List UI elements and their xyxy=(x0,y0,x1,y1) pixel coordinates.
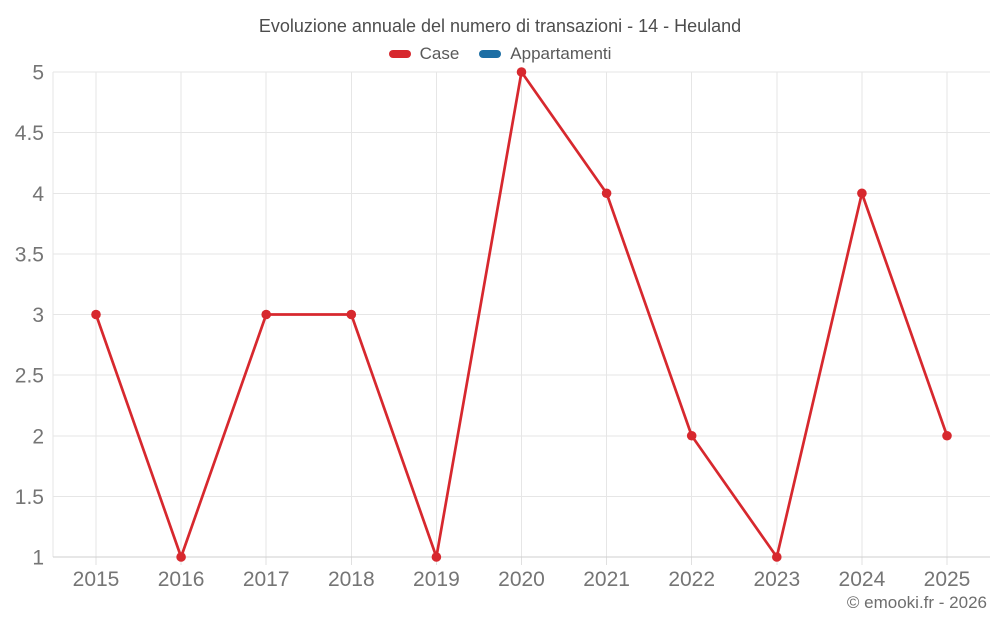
x-tick-label: 2024 xyxy=(839,568,886,591)
x-tick-label: 2017 xyxy=(243,568,290,591)
legend-label-appartamenti: Appartamenti xyxy=(510,44,612,63)
x-tick-label: 2021 xyxy=(583,568,630,591)
legend-item-case[interactable]: Case xyxy=(388,44,460,64)
footer-credit: © emooki.fr - 2026 xyxy=(846,593,987,612)
y-tick-label: 4 xyxy=(32,183,44,206)
case-data-point[interactable] xyxy=(601,188,612,199)
x-tick-label: 2018 xyxy=(328,568,375,591)
y-tick-label: 2 xyxy=(32,425,44,448)
y-tick-label: 1.5 xyxy=(15,486,44,509)
case-data-point[interactable] xyxy=(772,552,782,562)
x-tick-label: 2019 xyxy=(413,568,460,591)
case-data-point[interactable] xyxy=(942,430,952,441)
case-data-point[interactable] xyxy=(516,67,527,77)
case-data-point[interactable] xyxy=(176,552,186,562)
case-data-point[interactable] xyxy=(686,430,697,441)
y-tick-label: 3.5 xyxy=(15,243,44,266)
x-tick-label: 2023 xyxy=(753,568,800,591)
case-series-swatch-icon xyxy=(388,50,411,58)
legend: Case Appartamenti xyxy=(0,44,1000,64)
appartamenti-series-swatch-icon xyxy=(479,50,502,58)
y-tick-label: 5 xyxy=(32,62,44,85)
case-data-point[interactable] xyxy=(346,309,357,320)
x-tick-label: 2015 xyxy=(73,568,120,591)
case-data-point[interactable] xyxy=(261,309,272,320)
y-tick-label: 4.5 xyxy=(15,122,44,145)
y-tick-label: 3 xyxy=(32,304,44,327)
chart-title: Evoluzione annuale del numero di transaz… xyxy=(258,16,742,36)
case-data-point[interactable] xyxy=(431,552,442,562)
x-tick-label: 2022 xyxy=(668,568,715,591)
legend-item-appartamenti[interactable]: Appartamenti xyxy=(479,44,611,64)
y-tick-label: 1 xyxy=(32,547,44,570)
legend-label-case: Case xyxy=(419,44,460,63)
x-tick-label: 2025 xyxy=(924,568,971,591)
case-data-point[interactable] xyxy=(857,188,867,199)
x-tick-label: 2016 xyxy=(158,568,205,591)
case-data-point[interactable] xyxy=(91,309,101,320)
y-tick-label: 2.5 xyxy=(15,365,44,388)
x-tick-label: 2020 xyxy=(498,568,545,591)
